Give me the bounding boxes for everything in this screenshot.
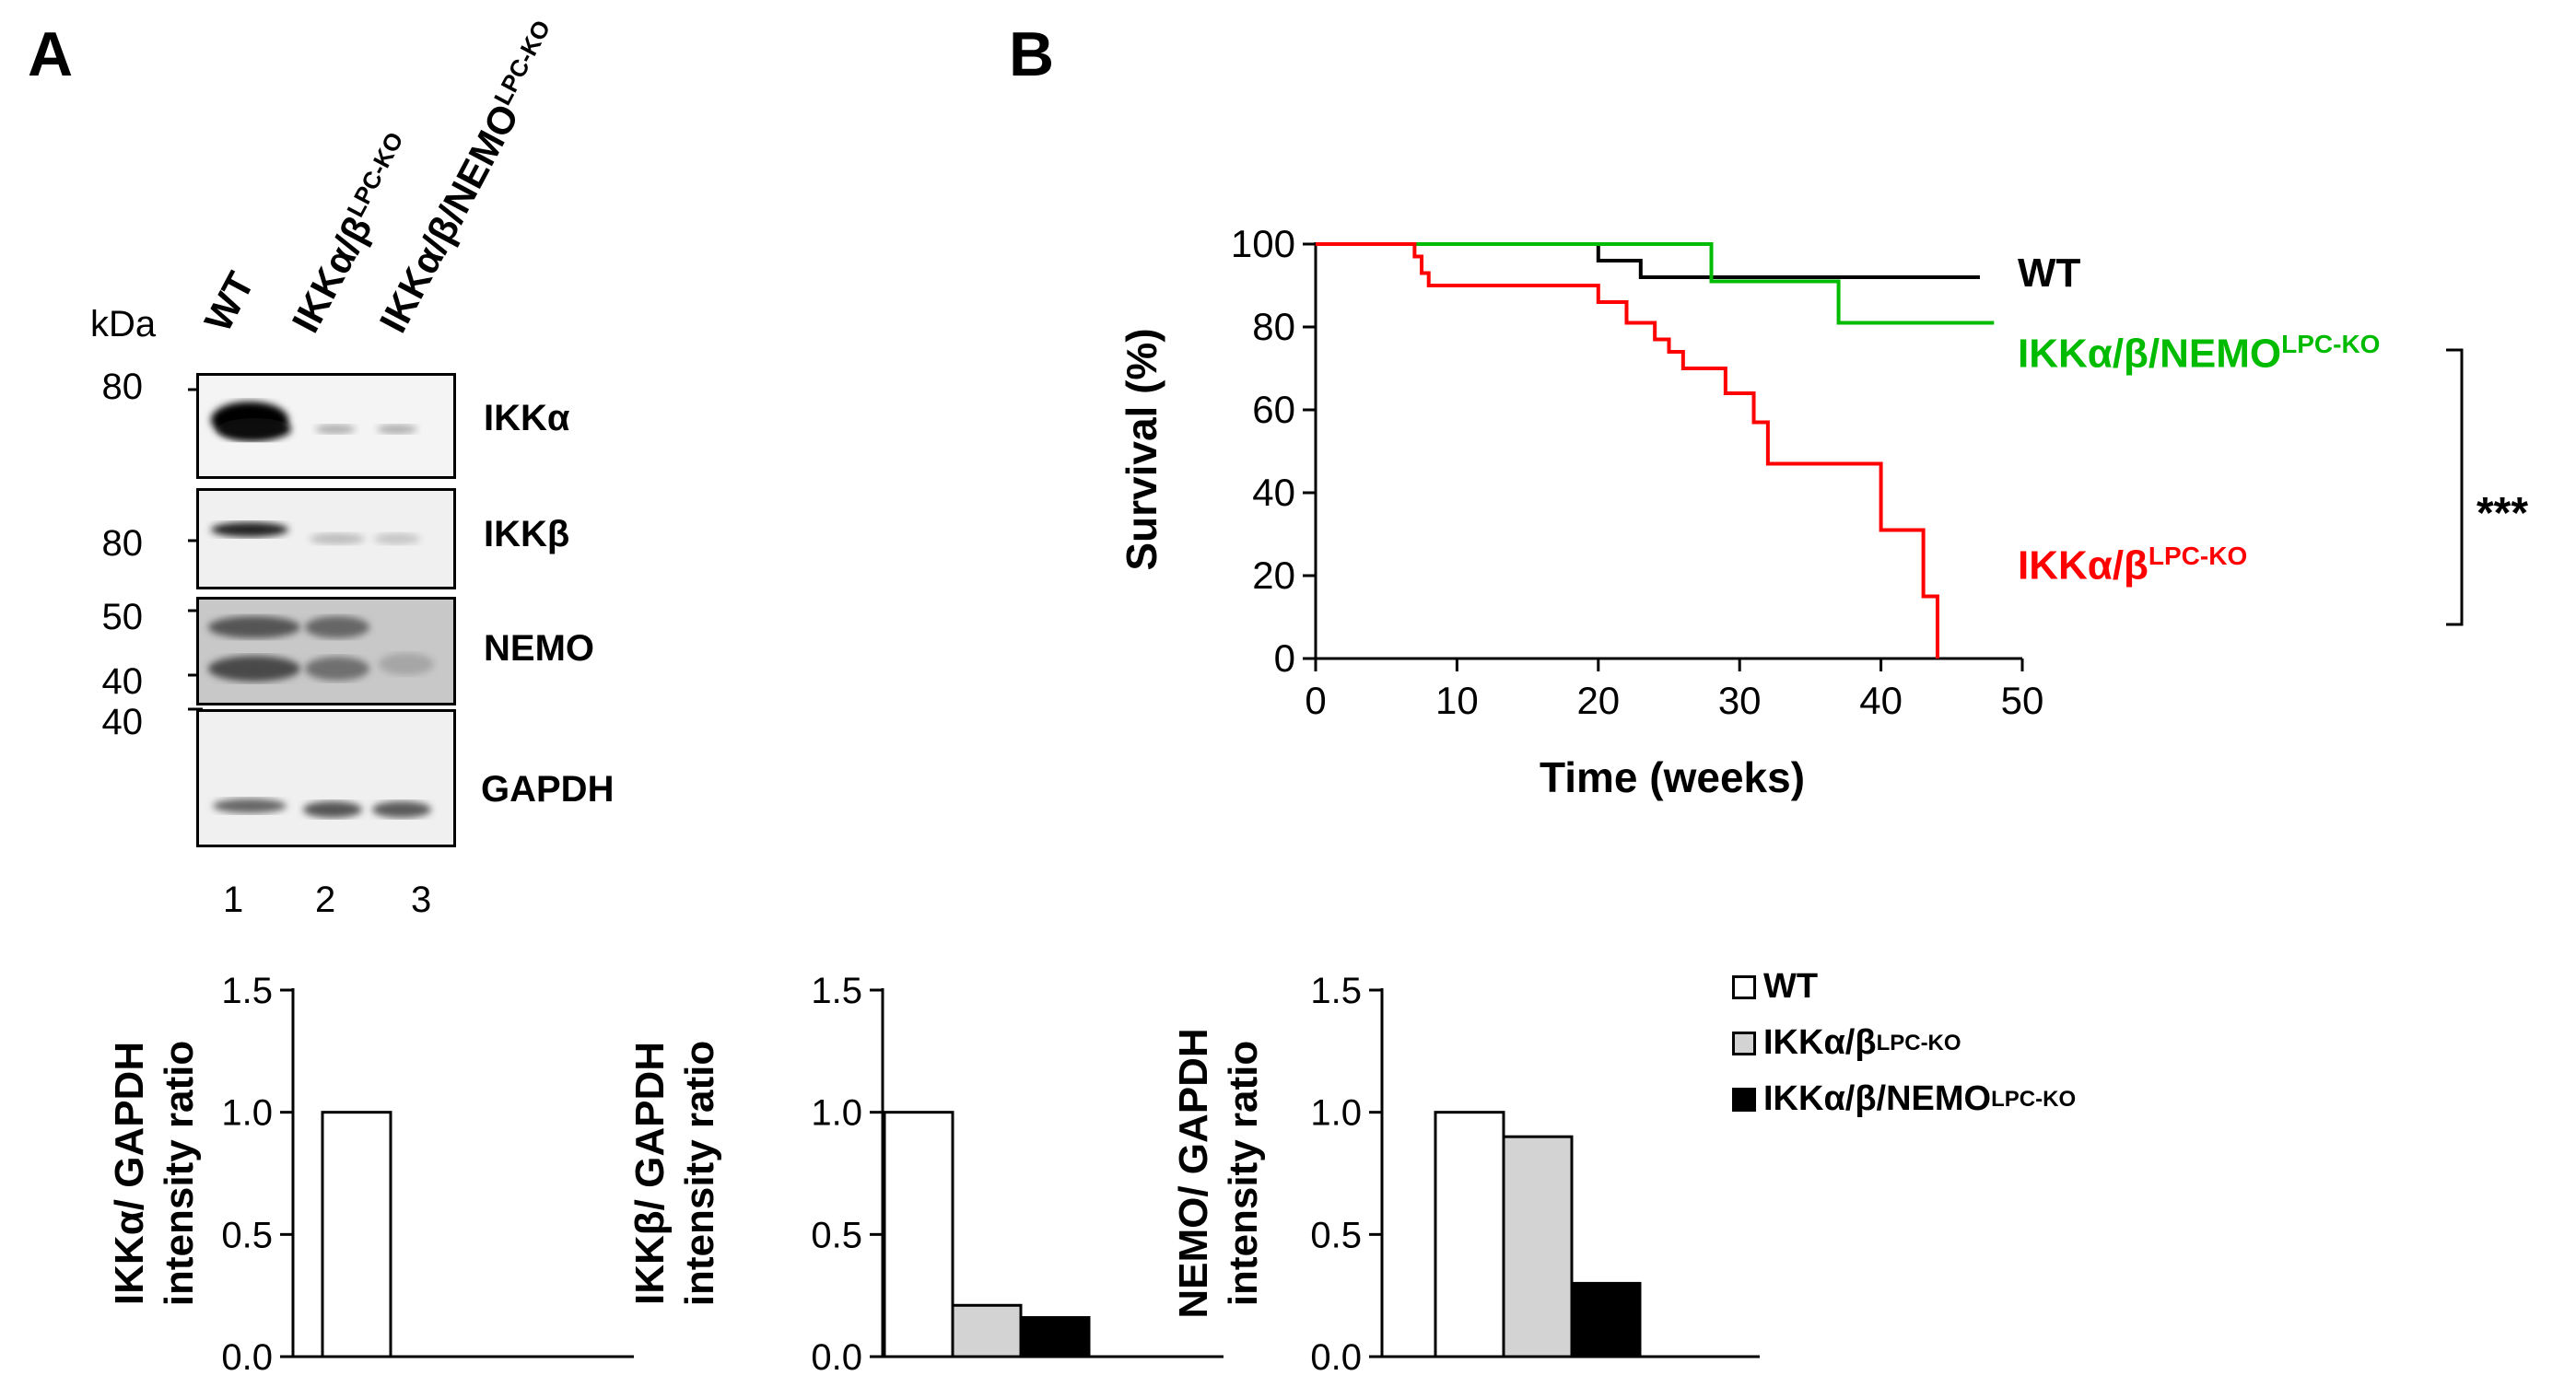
bar-nemo-0 (1434, 1111, 1505, 1358)
legend-item-wt: WT (1732, 967, 2076, 1007)
survival-y-tick-label: 100 (1231, 222, 1295, 265)
legend-swatch-ikkab-nemo (1732, 1087, 1756, 1112)
kda-label: kDa (90, 304, 157, 344)
bar-y-tick-label-ikkb: 0.5 (811, 1215, 862, 1255)
marker-40-a: 40 (101, 661, 144, 702)
survival-x-tick-label: 30 (1718, 679, 1762, 722)
survival-xlabel: Time (weeks) (1540, 753, 1805, 801)
blot-ikka-bands (199, 376, 453, 476)
bar-y-tick-label-ikkb: 1.5 (811, 971, 862, 1011)
survival-x-tick-label: 50 (2001, 679, 2044, 722)
bar-y-tick-label-ikka: 0.0 (221, 1337, 273, 1378)
bar-y-tick-label-ikkb: 1.0 (811, 1093, 862, 1134)
bar-nemo-2 (1570, 1281, 1642, 1358)
blot-ikkb-bands (199, 491, 453, 587)
bar-ylabel-ikka-line1: intensity ratio (157, 1041, 202, 1307)
legend-item-ikkab-nemo: IKKα/β/NEMO LPC-KO (1732, 1079, 2076, 1119)
bar-y-tick-label-ikka: 0.5 (221, 1215, 273, 1255)
bar-y-tick-label-nemo: 1.0 (1310, 1093, 1362, 1134)
bar-ylabel-ikkb-line0: IKKβ/ GAPDH (627, 1042, 673, 1305)
bar-ikkb-2 (1019, 1316, 1091, 1358)
blot-gapdh (196, 709, 456, 847)
legend-swatch-ikkab (1732, 1031, 1756, 1055)
panel-b-letter: B (1009, 19, 1055, 89)
survival-x-tick-label: 40 (1859, 679, 1903, 722)
curve-label-ikkab: IKKα/βLPC-KO (2018, 542, 2248, 589)
blot-gapdh-bands (199, 712, 453, 845)
legend-swatch-wt (1732, 974, 1756, 999)
curve-label-wt: WT (2018, 251, 2081, 296)
bar-chart-ikka: 0.0 0.5 1.0 1.5 IKKα/ GAPDH intensity ratio (107, 971, 634, 1378)
survival-x-tick-label: 20 (1576, 679, 1620, 722)
bar-ikka-0 (321, 1111, 392, 1358)
bar-ylabel-ikkb-line1: intensity ratio (677, 1041, 722, 1307)
marker-50: 50 (101, 597, 144, 637)
bar-ylabel-nemo-line0: NEMO/ GAPDH (1171, 1028, 1216, 1318)
marker-80-b: 80 (101, 523, 144, 564)
blot-ikkb (196, 488, 456, 589)
survival-y-tick-label: 80 (1252, 305, 1295, 348)
significance-bracket (2446, 348, 2464, 626)
bar-chart-ikkb: 0.0 0.5 1.0 1.5 IKKβ/ GAPDH intensity ratio (627, 971, 1224, 1378)
curve-label-nemo: IKKα/β/NEMOLPC-KO (2018, 330, 2381, 377)
bar-y-tick-label-ikka: 1.5 (221, 971, 273, 1011)
survival-x-tick-label: 0 (1305, 679, 1326, 722)
blot-ikka (196, 373, 456, 479)
bar-chart-nemo: 0.0 0.5 1.0 1.5 NEMO/ GAPDH intensity ratio (1171, 971, 1760, 1378)
bar-y-tick-label-ikkb: 0.0 (811, 1337, 862, 1378)
survival-y-tick-label: 60 (1252, 388, 1295, 431)
blot-nemo-bands (199, 600, 453, 703)
significance-stars: *** (2476, 489, 2529, 538)
bar-y-tick-label-nemo: 0.5 (1310, 1215, 1362, 1255)
bar-y-tick-label-ikka: 1.0 (221, 1093, 273, 1134)
blot-label-gapdh: GAPDH (481, 769, 615, 810)
survival-y-tick-label: 0 (1274, 636, 1295, 680)
survival-ylabel: Survival (%) (1118, 328, 1165, 570)
bar-nemo-1 (1502, 1135, 1574, 1358)
survival-line-ikkab (1316, 242, 1939, 659)
bar-y-tick-label-nemo: 0.0 (1310, 1337, 1362, 1378)
bar-legend: WT IKKα/β LPC-KO IKKα/β/NEMO LPC-KO (1732, 967, 2076, 1119)
bar-y-tick-label-nemo: 1.5 (1310, 971, 1362, 1011)
survival-x-tick-label: 10 (1435, 679, 1479, 722)
marker-80-a: 80 (101, 367, 144, 407)
legend-item-ikkab: IKKα/β LPC-KO (1732, 1023, 2076, 1063)
lane-number-3: 3 (411, 880, 432, 920)
survival-line-nemo (1316, 242, 1995, 325)
bar-ikkb-0 (883, 1111, 954, 1358)
survival-y-tick-label: 20 (1252, 554, 1295, 597)
blot-label-ikkb: IKKβ (484, 514, 570, 554)
blot-label-ikka: IKKα (484, 398, 570, 438)
blot-nemo (196, 597, 456, 705)
bar-ylabel-nemo-line1: intensity ratio (1221, 1041, 1266, 1307)
survival-chart: 0 10 20 30 40 50 0 20 40 60 80 100 Time (weeks) Sur… (1118, 222, 2044, 801)
bar-ikkb-1 (951, 1303, 1023, 1358)
lane-number-1: 1 (223, 880, 244, 920)
panel-a-letter: A (28, 19, 74, 89)
survival-y-tick-label: 40 (1252, 471, 1295, 514)
lane-number-2: 2 (315, 880, 336, 920)
marker-40-b: 40 (101, 702, 144, 742)
bar-ylabel-ikka-line0: IKKα/ GAPDH (107, 1042, 152, 1305)
blot-label-nemo: NEMO (484, 628, 594, 669)
